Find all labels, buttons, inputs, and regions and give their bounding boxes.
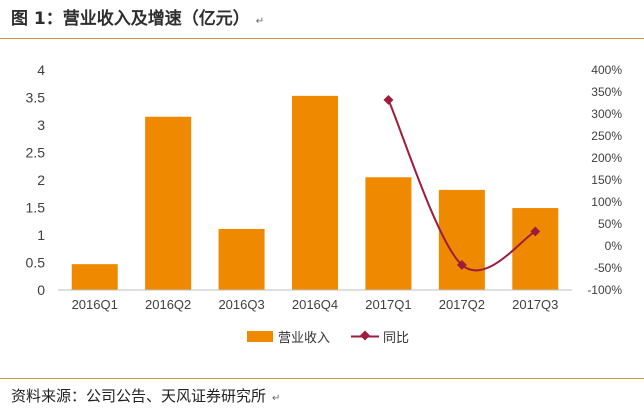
- legend-label-revenue: 营业收入: [278, 331, 330, 346]
- right-axis-tick-label: 100%: [591, 195, 622, 209]
- left-axis-tick-label: 3.5: [26, 90, 46, 106]
- left-axis-tick-label: 2: [37, 172, 45, 188]
- x-tick-label: 2016Q3: [218, 297, 264, 312]
- top-divider: [0, 38, 644, 39]
- left-axis-tick-label: 1: [37, 227, 45, 243]
- x-tick-label: 2016Q4: [292, 297, 338, 312]
- left-axis-tick-label: 3: [37, 117, 45, 133]
- return-mark-icon: ↵: [272, 393, 281, 404]
- left-axis-tick-label: 1.5: [26, 200, 46, 216]
- right-axis-tick-label: 350%: [591, 85, 622, 99]
- bar-2016Q1: [71, 264, 118, 290]
- legend-label-yoy: 同比: [383, 331, 409, 346]
- right-axis-tick-label: -50%: [594, 261, 622, 275]
- source-note: 资料来源：公司公告、天风证券研究所 ↵: [11, 384, 280, 408]
- left-axis-tick-label: 2.5: [26, 145, 46, 161]
- bar-2016Q3: [218, 228, 265, 290]
- right-axis-ticks: -100% -50% 0% 50% 100% 150% 200% 250% 300% 350% 40…: [587, 63, 622, 297]
- left-axis-tick-label: 0.5: [26, 255, 46, 271]
- right-axis-tick-label: -100%: [587, 283, 622, 297]
- x-tick-label: 2016Q2: [145, 297, 191, 312]
- right-axis-tick-label: 400%: [591, 63, 622, 77]
- bottom-divider: [0, 378, 644, 379]
- left-axis-tick-label: 4: [37, 62, 45, 78]
- bar-2016Q4: [292, 95, 338, 290]
- yoy-point-marker: [530, 226, 541, 237]
- bar-2017Q3: [512, 208, 559, 290]
- revenue-growth-chart: 0 0.5 1 1.5 2 2.5 3 3.5 4 -100% -50% 0% 50% 100% 150%…: [26, 62, 623, 346]
- yoy-point-marker: [383, 94, 394, 105]
- source-text: 资料来源：公司公告、天风证券研究所: [11, 387, 267, 405]
- right-axis-tick-label: 0%: [605, 239, 623, 253]
- right-axis-tick-label: 300%: [591, 107, 622, 121]
- bar-2017Q1: [365, 177, 412, 290]
- right-axis-tick-label: 150%: [591, 173, 622, 187]
- left-axis-ticks: 0 0.5 1 1.5 2 2.5 3 3.5 4: [26, 62, 46, 298]
- left-axis-tick-label: 0: [37, 282, 45, 298]
- revenue-bars: [71, 95, 559, 290]
- x-tick-label: 2017Q1: [365, 297, 411, 312]
- return-mark-icon: ↵: [255, 16, 265, 27]
- right-axis-tick-label: 250%: [591, 129, 622, 143]
- legend-swatch-yoy-marker: [360, 330, 370, 341]
- yoy-point-marker: [456, 259, 467, 270]
- right-axis-tick-label: 50%: [598, 217, 622, 231]
- chart-legend: 营业收入 同比: [247, 330, 409, 346]
- bar-2016Q2: [145, 116, 192, 290]
- bar-2017Q2: [438, 189, 485, 290]
- right-axis-tick-label: 200%: [591, 151, 622, 165]
- x-tick-label: 2017Q2: [439, 297, 485, 312]
- x-tick-label: 2016Q1: [72, 297, 118, 312]
- figure-title: 图 1：营业收入及增速（亿元） ↵: [11, 4, 264, 34]
- x-axis-ticks: 2016Q1 2016Q2 2016Q3 2016Q4 2017Q1 2017Q2 2017…: [72, 297, 559, 312]
- figure-title-text: 图 1：营业收入及增速（亿元）: [11, 9, 250, 29]
- yoy-line-path: [387, 99, 536, 272]
- x-tick-label: 2017Q3: [512, 297, 558, 312]
- legend-swatch-revenue: [247, 331, 273, 342]
